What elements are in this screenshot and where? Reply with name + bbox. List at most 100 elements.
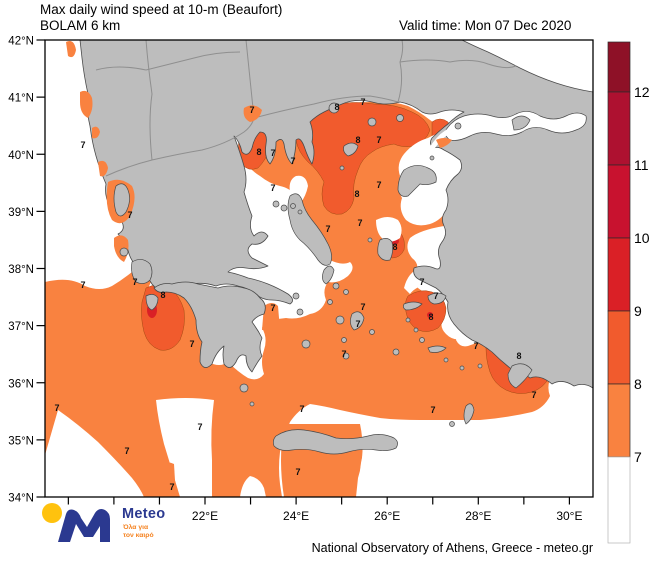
wind-value-label: 7 bbox=[80, 140, 85, 150]
band7-saronic-finger bbox=[262, 303, 280, 330]
logo-dot-icon bbox=[42, 503, 62, 523]
lat-tick-label: 35°N bbox=[8, 435, 34, 447]
black-sea bbox=[466, 40, 593, 90]
wind-value-label: 7 bbox=[132, 277, 137, 287]
patch-albania bbox=[66, 41, 76, 58]
lat-tick-label: 42°N bbox=[8, 36, 34, 48]
calm-column bbox=[156, 398, 214, 497]
island-lesvos bbox=[397, 165, 437, 197]
island-kos bbox=[427, 345, 447, 353]
island-bozcaada bbox=[429, 155, 435, 161]
landmass-peloponnese bbox=[153, 281, 266, 373]
lon-tick-label: 30°E bbox=[556, 509, 582, 523]
lat-tick-label: 40°N bbox=[8, 150, 34, 162]
island-kalymnos bbox=[419, 337, 425, 343]
calm-chios-pocket bbox=[376, 217, 402, 242]
wind-value-label: 7 bbox=[531, 390, 536, 400]
wind-value-label: 7 bbox=[433, 291, 438, 301]
island-samos bbox=[427, 292, 447, 305]
wind-value-label: 7 bbox=[249, 105, 254, 115]
logo-tagline-line1: Όλα για bbox=[123, 524, 149, 531]
island-amorgos bbox=[369, 329, 375, 335]
colorbar-label: 12 bbox=[634, 84, 650, 100]
island-marmara bbox=[454, 122, 462, 130]
wind-value-label: 7 bbox=[54, 403, 59, 413]
patch-saros bbox=[436, 138, 452, 148]
wind-value-label: 7 bbox=[430, 405, 435, 415]
latitude-axis: 42°N 41°N 40°N 39°N 38°N 37°N 36°N 35°N 34°N bbox=[8, 36, 45, 505]
island-nisyros bbox=[443, 357, 449, 363]
island-limnos bbox=[343, 142, 359, 157]
island-astypalea bbox=[392, 348, 400, 356]
island-kythira bbox=[239, 383, 249, 393]
wind-value-label: 7 bbox=[270, 183, 275, 193]
lon-tick-label: 22°E bbox=[192, 509, 218, 523]
lat-tick-label: 36°N bbox=[8, 378, 34, 390]
island-kasos bbox=[449, 421, 455, 427]
island-kea bbox=[292, 292, 300, 300]
wind-value-label: 7 bbox=[295, 467, 300, 477]
lon-tick-label: 24°E bbox=[283, 509, 309, 523]
island-tilos bbox=[459, 365, 465, 371]
island-tinos bbox=[332, 282, 340, 290]
meteo-logo bbox=[42, 503, 110, 542]
band7-strip bbox=[158, 462, 176, 497]
wind-value-label: 7 bbox=[473, 341, 478, 351]
islands-layer bbox=[113, 102, 533, 455]
wind-value-label: 7 bbox=[341, 349, 346, 359]
wind-value-label: 7 bbox=[376, 135, 381, 145]
wind-value-label: 7 bbox=[325, 224, 330, 234]
island-chios bbox=[377, 238, 394, 261]
island-lefkada bbox=[119, 247, 129, 257]
wind-value-label: 7 bbox=[127, 210, 132, 220]
border-line bbox=[145, 51, 241, 71]
colorbar-label: 7 bbox=[634, 449, 642, 465]
lat-tick-label: 38°N bbox=[8, 264, 34, 276]
lat-tick-label: 39°N bbox=[8, 207, 34, 219]
wind-band7-details bbox=[158, 303, 280, 497]
island-naxos bbox=[350, 311, 365, 331]
colorbar-band bbox=[607, 91, 631, 166]
wind-value-label: 8 bbox=[354, 189, 359, 199]
island-karpathos bbox=[463, 403, 475, 425]
logo-m-icon bbox=[58, 509, 110, 542]
wind-value-label: 8 bbox=[355, 135, 360, 145]
colorbar-label: 8 bbox=[634, 376, 642, 392]
patch-albania bbox=[92, 126, 100, 139]
patch-macedonia-inland bbox=[243, 105, 262, 122]
island-agios-efstratios bbox=[339, 165, 345, 171]
beaufort-colorbar: 12 11 10 9 8 7 bbox=[607, 41, 650, 544]
band9-spot bbox=[427, 312, 433, 318]
island-crete bbox=[272, 429, 398, 455]
colorbar-label: 9 bbox=[634, 303, 642, 319]
island-thasos bbox=[328, 102, 340, 114]
wind-value-label: 7 bbox=[419, 277, 424, 287]
island-paros bbox=[335, 315, 345, 325]
island-kefalonia bbox=[131, 259, 153, 284]
calm-notch-crete bbox=[240, 476, 266, 497]
wind-value-label: 7 bbox=[270, 303, 275, 313]
wind-value-label: 7 bbox=[270, 148, 275, 158]
attribution-text: National Observatory of Athens, Greece -… bbox=[311, 541, 593, 555]
island-sporades bbox=[280, 204, 288, 212]
colorbar-band bbox=[607, 41, 631, 93]
colorbar-label: 10 bbox=[634, 230, 650, 246]
band8-north-aegean bbox=[295, 102, 431, 215]
island-andros bbox=[322, 265, 335, 285]
wind-value-label: 7 bbox=[124, 446, 129, 456]
map-frame-group: 42°N 41°N 40°N 39°N 38°N 37°N 36°N 35°N 34°N 22°… bbox=[8, 36, 594, 523]
island-santorini bbox=[342, 352, 350, 360]
longitude-axis: 22°E 24°E 26°E 28°E 30°E bbox=[67, 497, 582, 523]
lon-tick-label: 26°E bbox=[374, 509, 400, 523]
wind-value-label: 8 bbox=[428, 312, 433, 322]
peninsula-kapidag bbox=[511, 115, 531, 131]
island-syros bbox=[327, 299, 333, 305]
model-subtitle: BOLAM 6 km bbox=[40, 18, 121, 33]
island-ikaria bbox=[402, 301, 423, 311]
border-line bbox=[105, 159, 153, 177]
calm-southeast bbox=[360, 326, 593, 497]
